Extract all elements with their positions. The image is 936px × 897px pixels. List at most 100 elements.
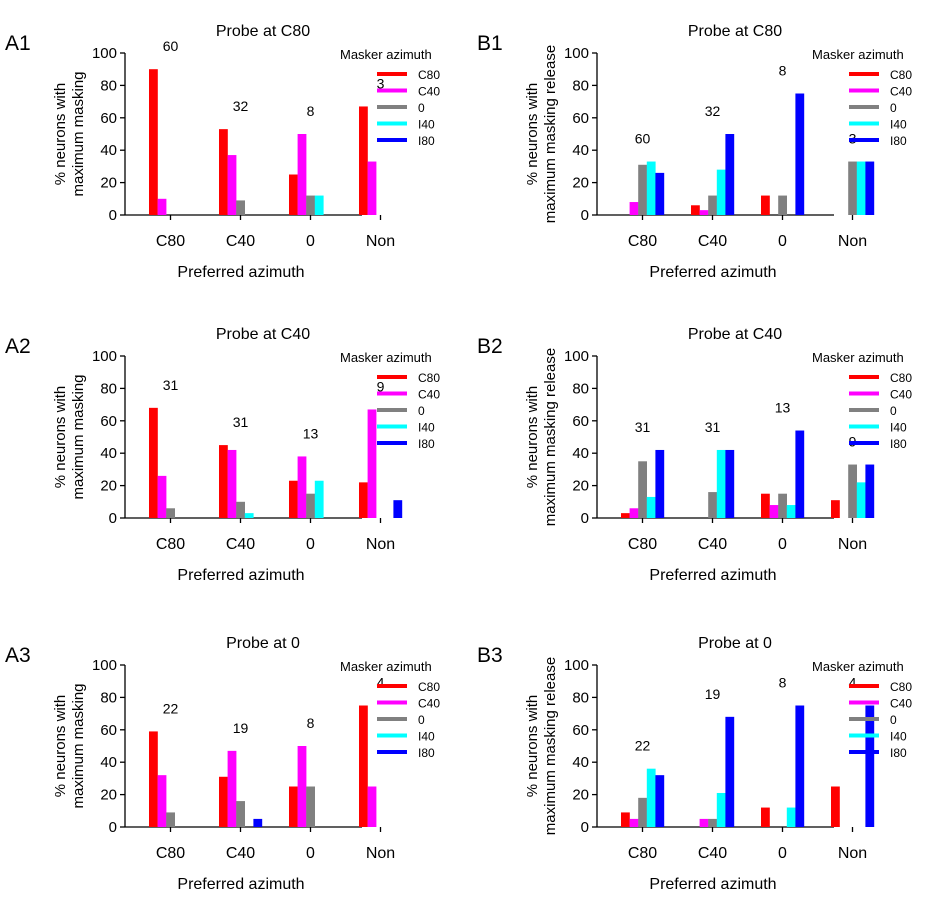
count-label: 32 [233,98,249,114]
count-label: 31 [635,419,651,435]
y-tick-label: 100 [564,45,589,62]
chart-title: Probe at C40 [216,326,310,343]
bar-b2-0-0 [778,493,787,518]
x-tick-label: Non [838,845,867,862]
bar-a3-c40-c40 [227,750,237,827]
bar-a1-0-0 [306,195,315,215]
y-tick-label: 40 [572,754,589,771]
legend-label-0: 0 [418,713,425,727]
bar-b3-0-i40 [786,807,796,827]
bar-b2-0-c80 [761,493,770,518]
y-tick-label: 100 [564,657,589,674]
count-label: 31 [233,414,249,430]
bar-a3-non-c40 [367,786,377,827]
y-tick-label: 80 [572,77,589,94]
x-axis-label: Preferred azimuth [177,567,304,584]
bar-a3-c40-i80 [253,818,263,827]
y-tick-label: 60 [572,413,589,430]
y-axis-label-line: maximum masking [70,374,87,499]
bar-b3-c80-c80 [621,812,630,827]
y-tick-label: 80 [100,77,117,94]
y-tick-label: 80 [572,689,589,706]
bar-a2-c40-i40 [244,513,254,518]
bar-b2-c40-i80 [725,449,735,518]
count-label: 19 [233,720,249,736]
y-tick-label: 20 [100,478,117,495]
x-tick-label: Non [838,536,867,553]
legend-label-0: 0 [890,101,897,115]
legend-label-i80: I80 [418,134,435,148]
x-tick-label: C40 [698,536,727,553]
bar-b3-c40-i40 [716,792,726,827]
y-tick-label: 0 [581,510,589,527]
bar-b3-c40-0 [708,818,717,827]
x-tick-label: Non [838,233,867,250]
count-label: 60 [635,131,651,147]
count-label: 31 [705,419,721,435]
panel-label: B1 [477,32,503,55]
bar-b1-non-i40 [856,161,866,215]
legend-label-i40: I40 [418,118,435,132]
chart-title: Probe at 0 [698,635,772,652]
x-tick-label: C40 [226,845,255,862]
bar-b2-0-c40 [769,505,779,518]
y-tick-label: 40 [100,754,117,771]
bar-b1-c80-c40 [629,202,639,215]
bar-b1-c40-c40 [699,210,709,215]
y-tick-label: 40 [100,445,117,462]
x-axis-label: Preferred azimuth [649,264,776,281]
legend-title: Masker azimuth [812,659,904,674]
x-tick-label: C80 [156,536,185,553]
bar-b3-non-c80 [831,786,840,827]
y-tick-label: 0 [109,510,117,527]
legend-title: Masker azimuth [340,659,432,674]
bar-a3-0-c40 [297,746,307,827]
bar-b3-0-c80 [761,807,770,827]
bar-b1-c80-i40 [646,161,656,215]
bar-a3-c80-c80 [149,731,158,827]
bar-b1-0-0 [778,195,787,215]
x-tick-label: 0 [778,536,787,553]
bar-b1-c40-i80 [725,134,735,215]
legend-label-0: 0 [418,404,425,418]
bar-b2-0-i80 [795,430,805,518]
legend-title: Masker azimuth [340,47,432,62]
y-tick-label: 20 [572,175,589,192]
count-label: 8 [779,63,787,79]
y-axis-label: % neurons withmaximum masking [52,683,87,808]
bar-a1-0-i40 [314,195,324,215]
panel-label: B3 [477,644,503,667]
y-axis-label-line: maximum masking release [542,348,559,526]
panel-label: A1 [5,32,31,55]
legend-title: Masker azimuth [812,350,904,365]
x-tick-label: C40 [226,536,255,553]
x-axis-label: Preferred azimuth [177,264,304,281]
y-tick-label: 0 [109,819,117,836]
bar-b1-0-c80 [761,195,770,215]
legend-label-c80: C80 [890,680,912,694]
bar-a2-c40-0 [236,501,245,518]
legend-title: Masker azimuth [340,350,432,365]
bar-a1-c40-c80 [219,129,228,215]
y-tick-label: 80 [100,380,117,397]
y-tick-label: 100 [92,45,117,62]
count-label: 13 [775,400,791,416]
count-label: 60 [163,38,179,54]
x-tick-label: 0 [778,845,787,862]
y-tick-label: 100 [92,657,117,674]
y-tick-label: 60 [572,110,589,127]
y-axis-label: % neurons withmaximum masking release [524,657,559,835]
y-axis-label-line: maximum masking [70,71,87,196]
x-axis-label: Preferred azimuth [649,876,776,893]
bar-b3-c80-c40 [629,818,639,827]
x-tick-label: C40 [698,233,727,250]
bar-b3-c80-i40 [646,768,656,827]
panel-label: B2 [477,335,503,358]
bar-b2-non-i40 [856,482,866,518]
bar-b1-c40-c80 [691,205,700,215]
legend-label-0: 0 [890,713,897,727]
bar-a1-c80-c80 [149,69,158,215]
bar-b2-0-i40 [786,505,796,518]
y-tick-label: 20 [100,175,117,192]
